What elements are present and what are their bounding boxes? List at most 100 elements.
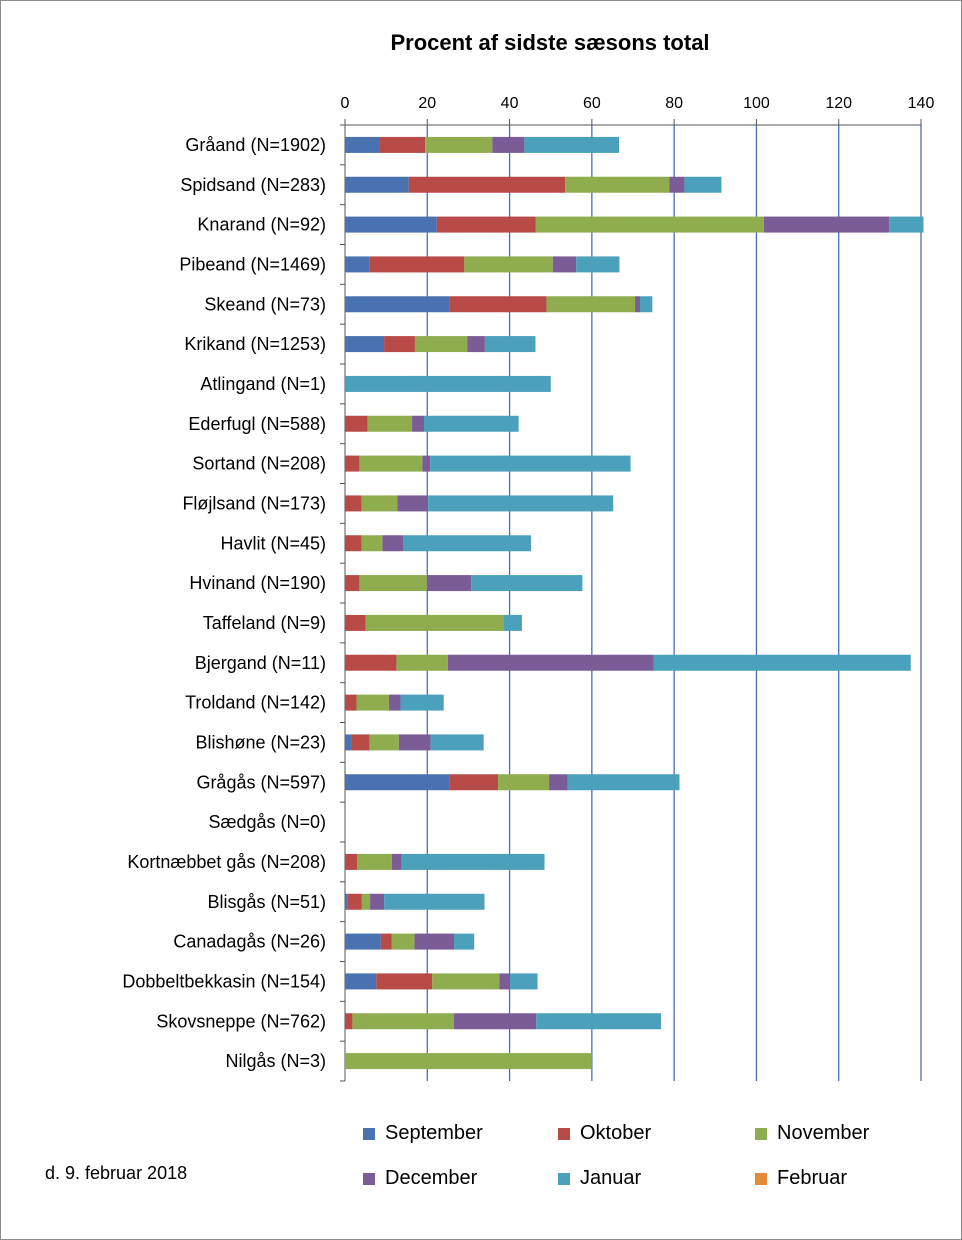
- bar-segment-december: [426, 575, 472, 592]
- bar-segment-november: [432, 973, 500, 990]
- bar-segment-oktober: [436, 216, 536, 233]
- bar-segment-oktober: [345, 415, 368, 432]
- category-label: Blishøne (N=23): [195, 732, 326, 752]
- legend-item-januar: Januar: [558, 1167, 641, 1190]
- bar-segment-november: [359, 575, 427, 592]
- bar-segment-november: [535, 216, 764, 233]
- legend-label: Februar: [777, 1167, 848, 1189]
- bar-segment-januar: [430, 455, 631, 472]
- bar-segment-november: [464, 256, 553, 273]
- bar-segment-oktober: [449, 774, 499, 791]
- bar-segment-oktober: [345, 575, 360, 592]
- bar-segment-december: [391, 853, 402, 870]
- bar-segment-januar: [454, 933, 475, 950]
- bar-segment-december: [467, 336, 485, 353]
- bar-segment-december: [499, 973, 510, 990]
- x-tick-label: 0: [341, 95, 350, 112]
- category-label: Pibeand (N=1469): [179, 254, 326, 274]
- bar-segment-september: [345, 296, 450, 313]
- bar-segment-december: [669, 176, 685, 193]
- bar-segment-november: [396, 654, 448, 671]
- category-label: Spidsand (N=283): [180, 175, 326, 195]
- bar-segment-november: [369, 734, 399, 751]
- bar-segment-oktober: [408, 176, 566, 193]
- legend-swatch: [755, 1127, 767, 1140]
- bar-segment-oktober: [345, 654, 397, 671]
- bar-segment-januar: [423, 415, 519, 432]
- legend-item-september: September: [363, 1122, 483, 1145]
- legend-item-december: December: [363, 1167, 477, 1190]
- legend-swatch: [558, 1127, 570, 1140]
- bar-segment-januar: [524, 136, 620, 153]
- category-label: Skovsneppe (N=762): [156, 1011, 326, 1031]
- bar-segment-november: [498, 774, 550, 791]
- bar-segment-oktober: [347, 893, 362, 910]
- category-label: Hvinand (N=190): [189, 573, 326, 593]
- bar-segment-oktober: [379, 136, 426, 153]
- category-label: Havlit (N=45): [220, 533, 326, 553]
- bar-segment-januar: [653, 654, 911, 671]
- bar-segment-november: [546, 296, 636, 313]
- bar-segment-november: [356, 694, 390, 711]
- legend-label: November: [777, 1122, 870, 1144]
- bar-segment-september: [345, 893, 348, 910]
- category-label: Krikand (N=1253): [184, 334, 326, 354]
- bar-segment-oktober: [384, 336, 415, 353]
- bar-segment-november: [425, 136, 493, 153]
- bar-segment-december: [552, 256, 577, 273]
- bar-segment-november: [565, 176, 670, 193]
- bar-segment-januar: [639, 296, 653, 313]
- bar-segment-september: [345, 136, 380, 153]
- category-label: Ederfugl (N=588): [188, 414, 326, 434]
- x-tick-label: 100: [743, 95, 770, 112]
- x-tick-label: 80: [665, 95, 683, 112]
- bar-segment-september: [345, 256, 370, 273]
- category-label: Sædgås (N=0): [208, 812, 326, 832]
- x-tick-label: 20: [418, 95, 436, 112]
- legend-label: Januar: [580, 1167, 642, 1189]
- bar-segment-oktober: [369, 256, 465, 273]
- bar-segment-januar: [509, 973, 538, 990]
- bar-segment-januar: [536, 1013, 661, 1030]
- category-label: Dobbeltbekkasin (N=154): [122, 971, 326, 991]
- bar-segment-november: [367, 415, 413, 432]
- bar-chart: 0 20 40 60 80 100 120 140 Gråand (N=1902) Spidsan…: [122, 95, 934, 1082]
- bar-segment-januar: [567, 774, 680, 791]
- category-label: Sortand (N=208): [192, 454, 326, 474]
- bar-segment-oktober: [345, 853, 358, 870]
- bar-segment-december: [412, 415, 424, 432]
- bar-segment-oktober: [345, 455, 360, 472]
- legend-swatch: [755, 1172, 767, 1185]
- bar-segment-januar: [384, 893, 485, 910]
- bar-segment-januar: [684, 176, 722, 193]
- category-label: Blisgås (N=51): [207, 892, 326, 912]
- x-tick-label: 60: [583, 95, 601, 112]
- bar-segment-oktober: [376, 973, 433, 990]
- bar-segment-januar: [576, 256, 620, 273]
- bar-segment-november: [361, 535, 383, 552]
- bar-segment-december: [382, 535, 404, 552]
- category-label: Fløjlsand (N=173): [182, 493, 326, 513]
- bar-segment-januar: [345, 375, 551, 392]
- bar-segment-oktober: [345, 495, 362, 512]
- bar-segment-november: [365, 614, 504, 631]
- x-tick-label: 120: [825, 95, 852, 112]
- bar-segment-december: [389, 694, 401, 711]
- bar-segment-januar: [484, 336, 536, 353]
- bar-segment-november: [361, 495, 398, 512]
- category-label: Skeand (N=73): [204, 294, 326, 314]
- legend-item-november: November: [755, 1122, 869, 1145]
- legend-swatch: [558, 1172, 570, 1185]
- date-stamp: d. 9. februar 2018: [45, 1163, 188, 1183]
- bar-segment-november: [345, 1053, 592, 1070]
- bar-segment-december: [414, 933, 455, 950]
- bar-segment-september: [345, 336, 385, 353]
- bar-segment-september: [345, 774, 450, 791]
- bar-segment-september: [345, 176, 409, 193]
- bar-segment-december: [422, 455, 431, 472]
- bar-segment-november: [391, 933, 415, 950]
- bar-segment-september: [345, 933, 381, 950]
- bar-segment-november: [359, 455, 423, 472]
- bar-segment-december: [397, 495, 429, 512]
- legend-label: Oktober: [580, 1122, 652, 1144]
